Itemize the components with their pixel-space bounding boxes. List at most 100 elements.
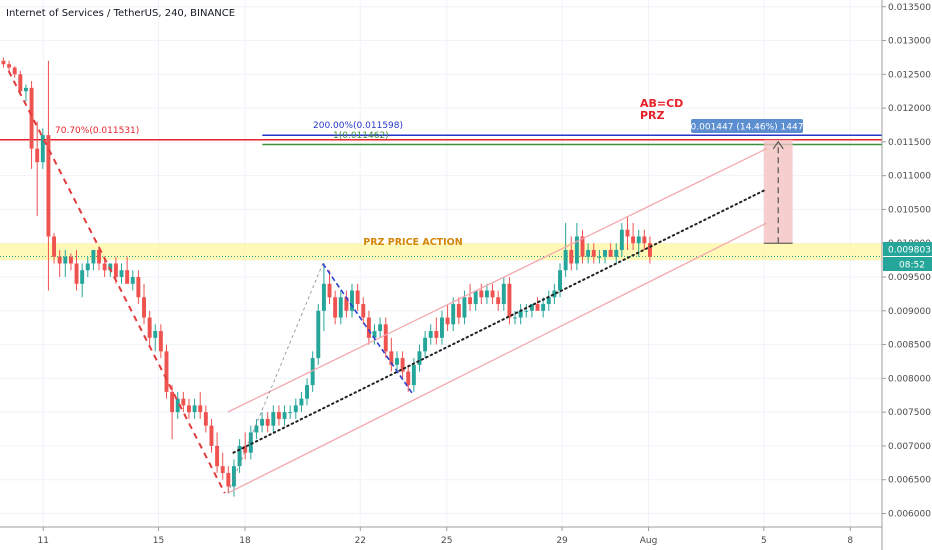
y-tick-label: 0.013500	[888, 3, 931, 13]
candle-body	[260, 418, 265, 426]
candle-body	[23, 87, 28, 92]
candle-body	[361, 304, 366, 318]
overlays	[0, 134, 882, 244]
candle-body	[254, 425, 259, 433]
countdown-box	[883, 257, 932, 271]
candle-body	[63, 256, 68, 264]
candle-body	[147, 317, 152, 338]
last-price-tag[interactable]: 0.009803 08:52	[883, 242, 932, 271]
candle-body	[439, 317, 444, 338]
candle-body	[456, 304, 461, 318]
y-tick-label: 0.006000	[888, 509, 931, 519]
y-tick-label: 0.011500	[888, 138, 931, 148]
candle-body	[265, 418, 270, 426]
prz-zone	[0, 243, 882, 261]
candle-body	[198, 405, 203, 413]
candle-body	[158, 331, 163, 352]
candle-body	[316, 310, 321, 359]
candle-body	[338, 297, 343, 318]
channel-mid-dotted	[232, 188, 768, 454]
candle-body	[310, 358, 315, 386]
candle-body	[192, 405, 197, 413]
candle-body	[226, 472, 231, 487]
candle-body	[591, 249, 596, 257]
candle-body	[395, 358, 399, 365]
y-tick-label: 0.013000	[888, 37, 931, 47]
y-tick-label: 0.009500	[888, 273, 931, 283]
candle-body	[608, 249, 613, 257]
candle-body	[541, 304, 546, 311]
candle-body	[535, 304, 540, 311]
x-tick-label: 25	[441, 536, 452, 546]
y-tick-label: 0.007500	[888, 408, 931, 418]
candle-body	[170, 391, 175, 413]
candle-body	[597, 256, 602, 258]
candle-body	[586, 249, 591, 257]
candle-body	[344, 297, 349, 311]
measure-tag[interactable]: 0.001447 (14.46%) 1447	[691, 119, 804, 133]
candle-body	[327, 283, 332, 298]
candle-body	[473, 290, 478, 305]
candle-body	[293, 405, 298, 413]
candle-body	[451, 304, 456, 325]
candle-body	[558, 270, 562, 291]
candle-body	[524, 310, 529, 312]
candle-body	[136, 277, 141, 298]
last-price-text: 0.009803	[888, 246, 931, 256]
candle-body	[12, 67, 17, 75]
y-tick-label: 0.006500	[888, 476, 931, 486]
candle-body	[366, 317, 371, 338]
candle-body	[529, 304, 534, 311]
candle-body	[175, 398, 180, 413]
candle-body	[57, 256, 62, 264]
candle-body	[614, 249, 619, 257]
y-tick-label: 0.008000	[888, 374, 931, 384]
candle-body	[299, 398, 304, 406]
candle-body	[631, 236, 636, 244]
candle-body	[142, 297, 146, 318]
x-tick-label: 29	[556, 536, 568, 546]
candle-body	[215, 445, 220, 467]
candle-body	[231, 466, 236, 487]
x-tick-label: Aug	[640, 536, 658, 546]
candle-body	[406, 371, 411, 386]
countdown-text: 08:52	[899, 261, 925, 271]
candle-body	[636, 236, 641, 244]
candle-body	[276, 412, 281, 419]
candle-body	[518, 310, 523, 318]
candle-body	[1, 60, 6, 65]
x-axis[interactable]: 11 15 18 22 25 29 Aug 5 8	[38, 527, 854, 546]
trend-lines	[7, 70, 768, 494]
candle-body	[501, 283, 506, 305]
candle-body	[46, 135, 51, 237]
candle-body	[552, 290, 557, 298]
x-tick-label: 5	[761, 536, 767, 546]
candle-body	[350, 290, 354, 311]
candle-body	[496, 297, 501, 305]
y-tick-label: 0.012000	[888, 104, 931, 114]
candle-body	[237, 445, 242, 467]
candle-body	[619, 229, 624, 250]
candle-body	[80, 270, 85, 284]
measure-tag-text: 0.001447 (14.46%) 1447	[691, 123, 804, 133]
candle-body	[97, 249, 101, 264]
candle-body	[181, 398, 186, 406]
candle-body	[417, 351, 422, 365]
fib-label: 70.70%(0.011531)	[55, 126, 139, 136]
candle-body	[153, 331, 158, 338]
abcd-label: AB=CD	[640, 97, 683, 110]
candle-body	[484, 290, 489, 298]
candle-body	[563, 249, 568, 271]
candle-body	[35, 148, 40, 163]
candle-body	[574, 236, 579, 264]
y-tick-label: 0.011000	[888, 172, 931, 182]
candle-body	[91, 249, 96, 264]
channel-upper	[227, 148, 767, 413]
last-price-box	[883, 242, 932, 256]
measure-tag-box	[691, 119, 803, 133]
candle-body	[74, 263, 79, 284]
candle-body	[428, 331, 433, 338]
candle-body	[108, 263, 113, 271]
